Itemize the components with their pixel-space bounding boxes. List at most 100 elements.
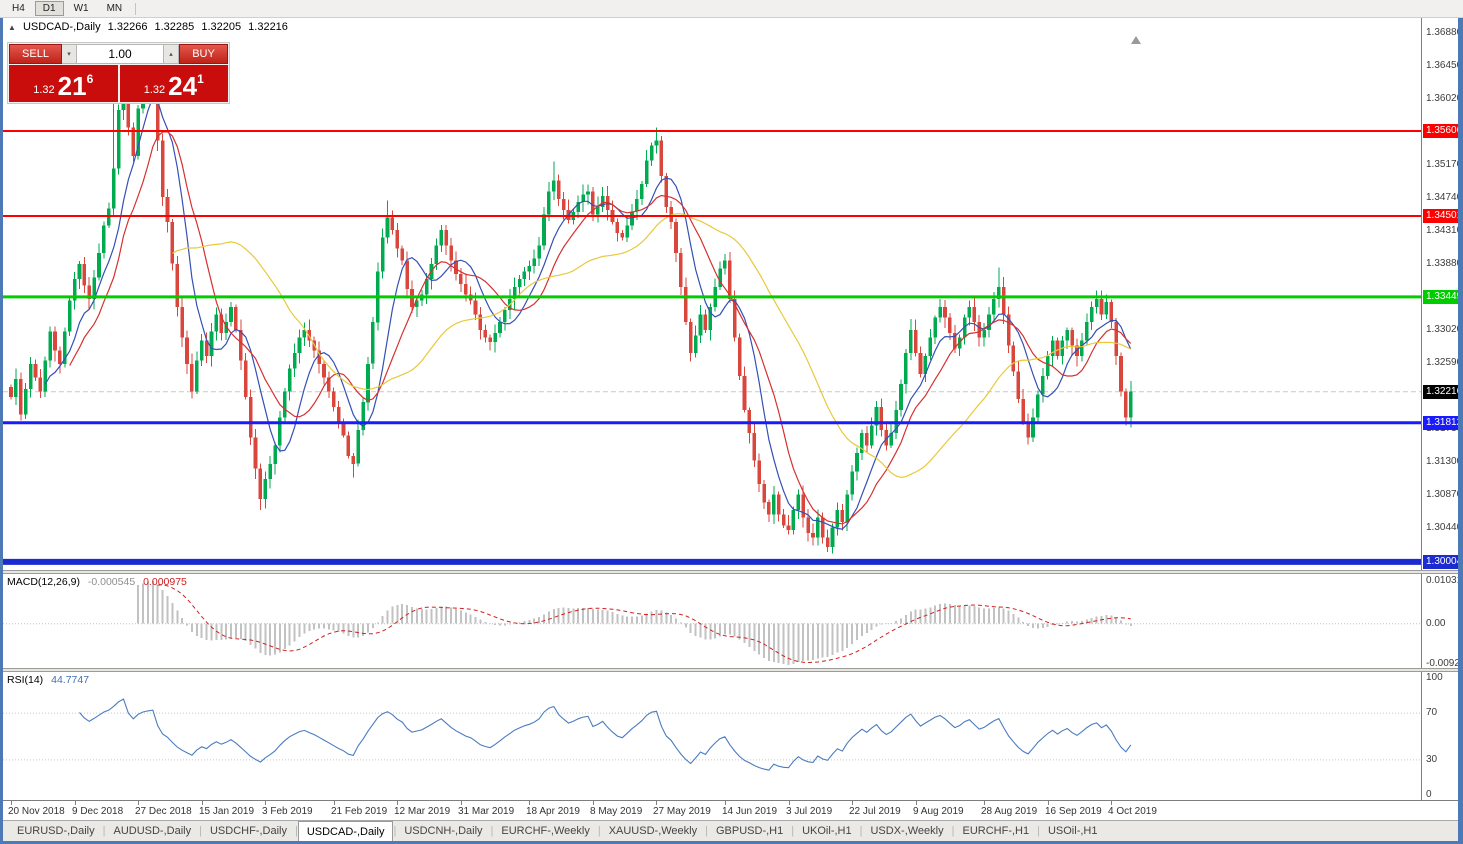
- chart-tab-gbpusd-h1[interactable]: GBPUSD-,H1: [715, 825, 784, 837]
- date-tick: [397, 801, 398, 805]
- buy-button[interactable]: BUY: [179, 44, 228, 64]
- price-chart-pane: ▲ USDCAD-,Daily 1.32266 1.32285 1.32205 …: [3, 18, 1421, 570]
- low-value: 1.32205: [201, 21, 242, 33]
- date-label: 27 Dec 2018: [135, 806, 192, 817]
- rsi-canvas[interactable]: [3, 672, 1421, 800]
- rsi-axis-label: 0: [1426, 789, 1432, 800]
- one-click-trading-panel: SELL ▾ ▴ BUY 1.32 21 6 1.32: [7, 42, 230, 104]
- chart-tab-eurchf-weekly[interactable]: EURCHF-,Weekly: [501, 825, 590, 837]
- macd-panel: MACD(12,26,9) -0.000545 0.000975: [3, 574, 1421, 668]
- panel-splitter[interactable]: [3, 668, 1458, 672]
- chart-window: ▲ USDCAD-,Daily 1.32266 1.32285 1.32205 …: [0, 18, 1463, 844]
- date-label: 18 Apr 2019: [526, 806, 580, 817]
- main-chart-canvas[interactable]: [3, 18, 1421, 570]
- timeframe-button-h4[interactable]: H4: [4, 1, 33, 16]
- macd-axis-label: 0.010311: [1426, 575, 1458, 586]
- volume-input[interactable]: [77, 44, 164, 64]
- date-label: 31 Mar 2019: [458, 806, 515, 817]
- price-tick-label: 1.33020: [1426, 324, 1458, 335]
- timeframe-button-group: H4 D1 W1 MN: [3, 1, 131, 16]
- macd-canvas[interactable]: [3, 574, 1421, 668]
- macd-header: MACD(12,26,9) -0.000545 0.000975: [7, 576, 192, 588]
- date-tick: [265, 801, 266, 805]
- timeframe-toolbar: H4 D1 W1 MN: [0, 0, 1463, 18]
- chart-tabs-bar: EURUSD-,Daily | AUDUSD-,Daily | USDCHF-,Dail…: [3, 820, 1458, 841]
- timeframe-button-w1[interactable]: W1: [66, 1, 97, 16]
- chart-tab-usoil-h1[interactable]: USOil-,H1: [1047, 825, 1098, 837]
- date-tick: [789, 801, 790, 805]
- chart-tab-ukoil-h1[interactable]: UKOil-,H1: [802, 825, 852, 837]
- rsi-value: 44.7747: [51, 674, 90, 686]
- tab-separator: |: [951, 825, 955, 837]
- rsi-axis-label: 70: [1426, 707, 1438, 718]
- sell-price-pip: 6: [86, 72, 94, 86]
- date-axis[interactable]: 20 Nov 2018 9 Dec 2018 27 Dec 2018 15 Jan 2…: [3, 800, 1458, 820]
- chart-tab-eurchf-h1[interactable]: EURCHF-,H1: [962, 825, 1030, 837]
- chart-tab-audusd-daily[interactable]: AUDUSD-,Daily: [113, 825, 192, 837]
- price-tick-label: 1.36020: [1426, 93, 1458, 104]
- chart-ohlc-title: ▲ USDCAD-,Daily 1.32266 1.32285 1.32205 …: [8, 21, 292, 33]
- caret-down-icon: ▾: [67, 51, 71, 58]
- rsi-line: [79, 698, 1132, 771]
- date-tick: [593, 801, 594, 805]
- date-label: 22 Jul 2019: [849, 806, 901, 817]
- tab-separator: |: [859, 825, 863, 837]
- date-tick: [1048, 801, 1049, 805]
- date-tick: [656, 801, 657, 805]
- volume-decrease-button[interactable]: ▾: [62, 44, 77, 64]
- date-tick: [725, 801, 726, 805]
- chart-tab-usdchf-daily[interactable]: USDCHF-,Daily: [209, 825, 287, 837]
- date-label: 28 Aug 2019: [981, 806, 1038, 817]
- sell-price-big: 21: [57, 71, 87, 101]
- tab-separator: |: [294, 825, 298, 837]
- rsi-header: RSI(14) 44.7747: [7, 674, 94, 686]
- sell-price-display[interactable]: 1.32 21 6: [9, 65, 118, 102]
- open-value: 1.32266: [107, 21, 148, 33]
- buy-price-pip: 1: [197, 72, 204, 86]
- macd-axis-label: 0.00: [1426, 618, 1446, 629]
- macd-main-value: -0.000545: [87, 576, 136, 588]
- macd-axis-label: -0.009203: [1426, 658, 1458, 669]
- timeframe-button-mn[interactable]: MN: [99, 1, 131, 16]
- chart-tab-usdx-weekly[interactable]: USDX-,Weekly: [870, 825, 944, 837]
- panel-splitter[interactable]: [3, 570, 1458, 574]
- level-price-label: 1.35606: [1423, 124, 1458, 138]
- date-label: 12 Mar 2019: [394, 806, 451, 817]
- price-tick-label: 1.35170: [1426, 159, 1458, 170]
- level-price-label: 1.30004: [1423, 555, 1458, 569]
- high-value: 1.32285: [154, 21, 195, 33]
- price-tick-label: 1.33880: [1426, 258, 1458, 269]
- moving-average-13-line: [69, 131, 1132, 525]
- trade-prices-row: 1.32 21 6 1.32 24 1: [9, 65, 228, 102]
- rsi-title: RSI(14): [7, 674, 44, 686]
- sell-button[interactable]: SELL: [9, 44, 62, 64]
- date-tick: [1111, 801, 1112, 805]
- date-label: 27 May 2019: [653, 806, 711, 817]
- level-price-label: 1.33449: [1423, 290, 1458, 304]
- chart-tab-eurusd-daily[interactable]: EURUSD-,Daily: [17, 825, 95, 837]
- buy-price-display[interactable]: 1.32 24 1: [119, 65, 228, 102]
- chart-tab-usdcad-daily[interactable]: USDCAD-,Daily: [297, 821, 394, 841]
- date-label: 9 Aug 2019: [913, 806, 964, 817]
- date-label: 8 May 2019: [590, 806, 643, 817]
- buy-price-big: 24: [168, 71, 198, 101]
- timeframe-button-d1[interactable]: D1: [34, 1, 64, 16]
- buy-price-small: 1.32: [143, 84, 166, 96]
- rsi-axis-label: 100: [1426, 672, 1443, 683]
- price-axis[interactable]: 1.36880 1.36450 1.36020 1.35170 1.34740 1.343…: [1421, 18, 1458, 800]
- chart-tab-usdcnh-daily[interactable]: USDCNH-,Daily: [404, 825, 483, 837]
- date-tick: [461, 801, 462, 805]
- date-label: 21 Feb 2019: [331, 806, 388, 817]
- close-value: 1.32216: [248, 21, 288, 33]
- date-tick: [334, 801, 335, 805]
- date-label: 4 Oct 2019: [1108, 806, 1157, 817]
- date-label: 14 Jun 2019: [722, 806, 778, 817]
- volume-increase-button[interactable]: ▴: [164, 44, 179, 64]
- candles-layer: [9, 50, 1133, 554]
- macd-signal-value: 0.000975: [143, 576, 187, 588]
- macd-title: MACD(12,26,9): [7, 576, 80, 588]
- chart-tab-xauusd-weekly[interactable]: XAUUSD-,Weekly: [608, 825, 698, 837]
- date-label: 9 Dec 2018: [72, 806, 124, 817]
- tab-separator: |: [199, 825, 202, 837]
